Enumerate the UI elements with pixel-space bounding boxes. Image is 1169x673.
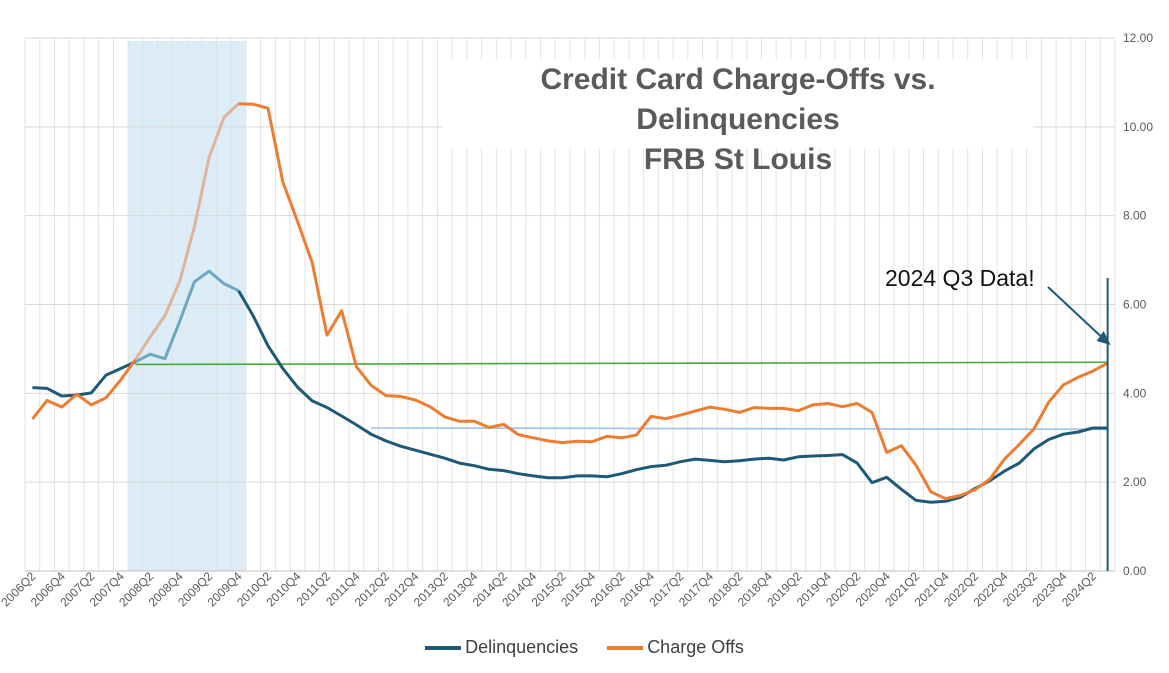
chart-title: Credit Card Charge-Offs vs. Delinquencie… (540, 63, 936, 136)
legend: Delinquencies Charge Offs (0, 637, 1169, 658)
charge-offs-line (238, 102, 1109, 501)
y-tick-label: 2.00 (1123, 475, 1147, 489)
legend-swatch-delinquencies (425, 646, 462, 651)
charge-offs-line (31, 358, 137, 421)
y-tick-label: 6.00 (1123, 298, 1147, 312)
annotation-label: 2024 Q3 Data! (885, 265, 1035, 291)
legend-swatch-charge-offs (607, 646, 644, 651)
delinquencies-line-recession (134, 269, 240, 364)
y-tick-label: 0.00 (1123, 564, 1147, 578)
annotation-arrowhead (1096, 331, 1111, 345)
delinquencies-line (32, 360, 137, 398)
chart-subtitle: FRB St Louis (643, 143, 833, 176)
y-tick-label: 8.00 (1123, 209, 1147, 223)
legend-label-charge-offs: Charge Offs (647, 637, 744, 657)
charge-offs-line-recession (134, 102, 240, 361)
reference-line (371, 427, 1108, 431)
reference-line (135, 361, 1108, 366)
annotation-arrow (1047, 286, 1104, 339)
y-tick-label: 12.00 (1123, 31, 1153, 45)
legend-item-charge-offs: Charge Offs (607, 637, 744, 658)
y-tick-label: 10.00 (1123, 120, 1153, 134)
legend-item-delinquencies: Delinquencies (425, 637, 578, 658)
chart-title-box: Credit Card Charge-Offs vs. Delinquencie… (443, 60, 1033, 176)
legend-label-delinquencies: Delinquencies (465, 637, 579, 657)
y-tick-label: 4.00 (1123, 386, 1147, 400)
